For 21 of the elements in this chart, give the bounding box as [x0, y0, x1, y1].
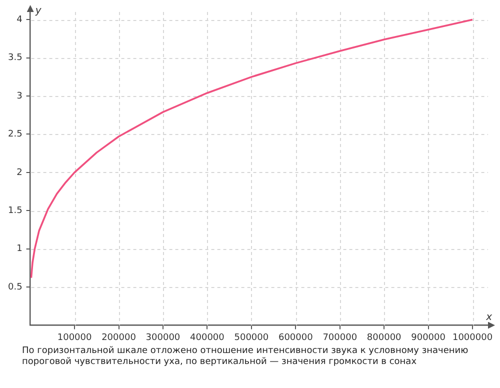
x-tick-label: 300000 — [146, 332, 180, 343]
y-axis-title: y — [34, 6, 42, 17]
x-tick-label: 400000 — [190, 332, 225, 343]
x-axis-title: x — [485, 312, 492, 323]
y-tick-label: 1.5 — [8, 206, 22, 216]
x-tick-label: 800000 — [366, 332, 402, 343]
y-tick-label: 2.5 — [8, 130, 22, 140]
y-tick-label: 4 — [16, 14, 23, 25]
x-tick-label: 900000 — [411, 332, 446, 343]
x-tick-label: 200000 — [102, 332, 136, 343]
y-tick-label: 3.5 — [8, 53, 22, 64]
x-tick-label: 500000 — [234, 332, 269, 343]
y-tick-label: 2 — [16, 168, 22, 178]
x-tick-label: 1000000 — [452, 332, 493, 343]
text: По горизонтальной шкале отложено отношение интенсивности звука к условному значению пороговой чувствительности уха, по вертикальной — значения громкости в сонах — [22, 346, 470, 368]
y-tick-label: 1 — [16, 244, 22, 254]
y-tick-label: 3 — [16, 91, 22, 102]
x-tick-label: 700000 — [322, 332, 358, 343]
x-tick-label: 100000 — [57, 332, 92, 343]
x-tick-label: 600000 — [278, 332, 314, 343]
y-tick-label: 0.5 — [8, 282, 22, 292]
